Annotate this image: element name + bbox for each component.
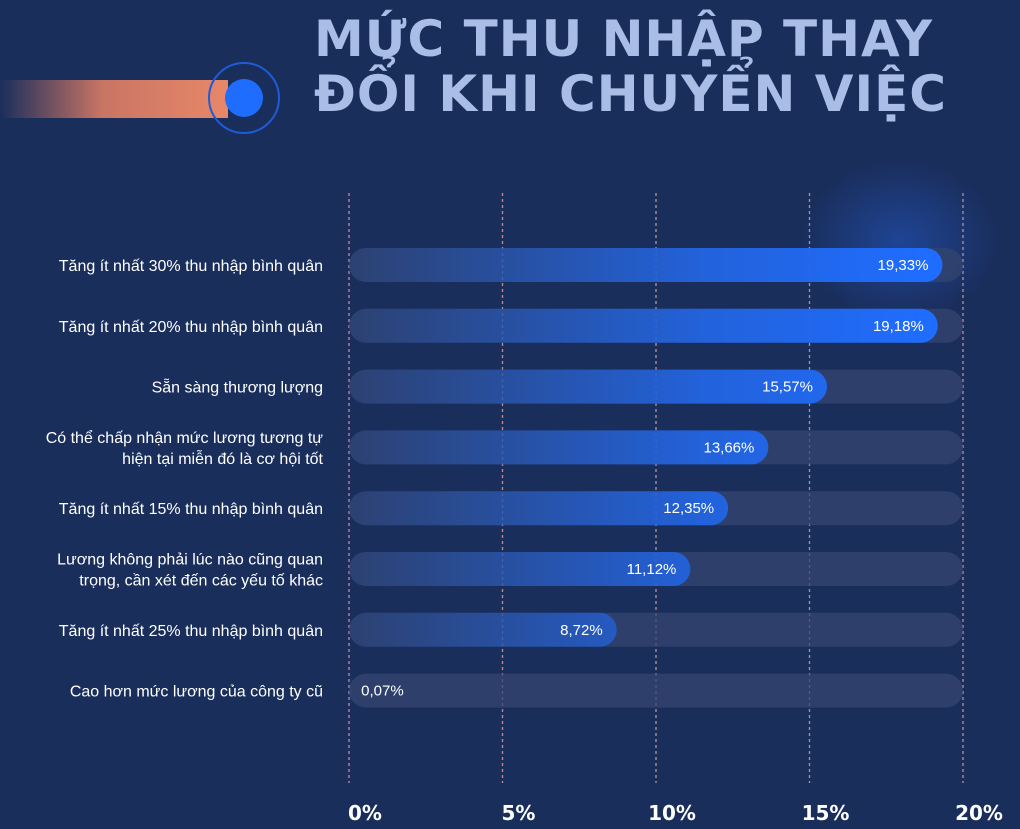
page-title: MỨC THU NHẬP THAY ĐỔI KHI CHUYỂN VIỆC	[314, 12, 947, 122]
background-glow	[800, 160, 1000, 320]
category-label: Tăng ít nhất 25% thu nhập bình quân	[59, 623, 323, 640]
data-label: 12,35%	[663, 500, 714, 517]
bar	[349, 552, 691, 586]
bar	[349, 673, 352, 708]
bar	[349, 369, 827, 404]
category-label-line: Tăng ít nhất 15% thu nhập bình quân	[59, 501, 323, 518]
decorative-ring	[208, 62, 280, 134]
title-line-1: MỨC THU NHẬP THAY	[314, 10, 934, 68]
category-label-line: Sẵn sàng thương lượng	[152, 378, 323, 397]
x-tick-label: 20%	[955, 801, 1003, 825]
x-tick-label: 10%	[648, 801, 696, 825]
bar	[349, 612, 617, 647]
decorative-dot	[225, 79, 263, 117]
category-label: Có thể chấp nhận mức lương tương tự hiện …	[46, 429, 324, 468]
bar	[349, 430, 769, 465]
category-label-line: Cao hơn mức lương của công ty cũ	[70, 684, 323, 701]
title-line-2: ĐỔI KHI CHUYỂN VIỆC	[314, 65, 947, 123]
bar	[349, 308, 938, 343]
category-label-line: Tăng ít nhất 25% thu nhập bình quân	[59, 623, 323, 640]
category-label: Cao hơn mức lương của công ty cũ	[70, 684, 323, 701]
category-label: Tăng ít nhất 30% thu nhập bình quân	[59, 258, 323, 275]
category-label: Lương không phải lúc nào cũng quan trọng,…	[57, 552, 323, 590]
data-label: 19,18%	[873, 318, 924, 335]
category-label: Tăng ít nhất 20% thu nhập bình quân	[59, 319, 323, 336]
category-label: Tăng ít nhất 15% thu nhập bình quân	[59, 501, 323, 518]
data-label: 15,57%	[762, 379, 813, 396]
category-label-line: Tăng ít nhất 20% thu nhập bình quân	[59, 319, 323, 336]
bar-track	[349, 673, 963, 708]
category-label-line: Có thể chấp nhận mức lương tương tự	[46, 429, 324, 447]
data-label: 0,07%	[361, 683, 404, 700]
category-label-line: Lương không phải lúc nào cũng quan	[57, 552, 323, 569]
x-tick-label: 15%	[802, 801, 850, 825]
data-label: 8,72%	[560, 622, 603, 639]
data-label: 13,66%	[703, 439, 754, 456]
data-label: 11,12%	[627, 561, 677, 578]
x-tick-label: 0%	[348, 801, 382, 825]
category-label: Sẵn sàng thương lượng	[152, 378, 323, 397]
data-label: 19,33%	[878, 257, 929, 274]
bar	[349, 248, 943, 282]
category-label-line: hiện tại miễn đó là cơ hội tốt	[122, 449, 323, 468]
bar	[349, 491, 729, 526]
category-label-line: Tăng ít nhất 30% thu nhập bình quân	[59, 258, 323, 275]
category-label-line: trọng, cần xét đến các yếu tố khác	[79, 573, 323, 590]
decorative-gradient-bar	[0, 80, 228, 118]
x-tick-label: 5%	[502, 801, 536, 825]
